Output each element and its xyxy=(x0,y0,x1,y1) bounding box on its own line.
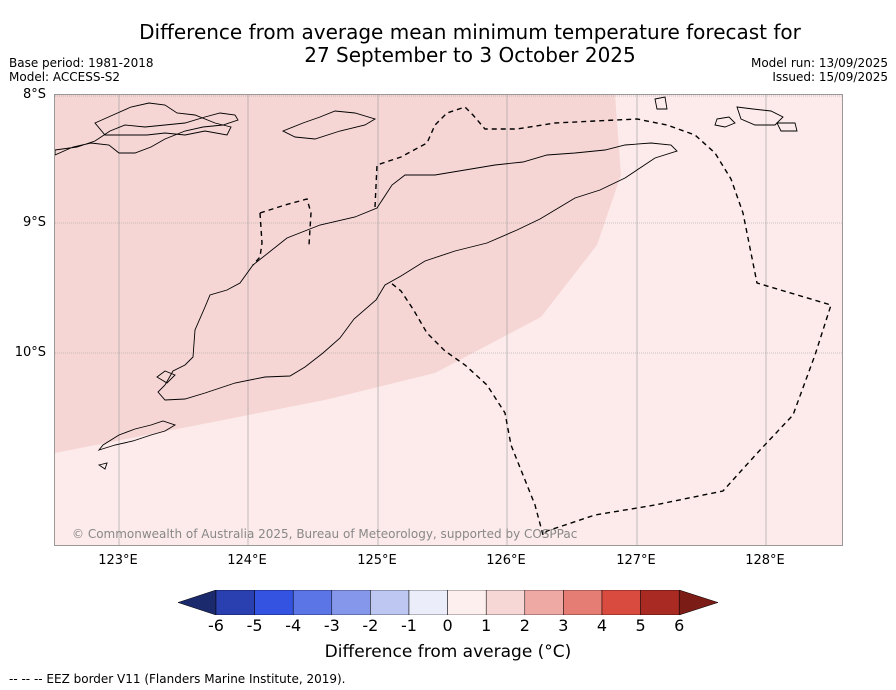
small-island-1 xyxy=(714,116,736,128)
colorbar-cell xyxy=(601,590,641,615)
colorbar-tick-label: 1 xyxy=(481,616,492,635)
coastlines xyxy=(55,96,798,470)
lat-label-10s: 10°S xyxy=(14,345,46,360)
colorbar-cell xyxy=(370,590,410,615)
colorbar-tick-label: -6 xyxy=(208,616,224,635)
lon-label-123e: 123°E xyxy=(98,553,138,568)
colorbar-cell xyxy=(640,590,680,615)
map-title-line2: 27 September to 3 October 2025 xyxy=(304,43,636,67)
colorbar-tick-label: -4 xyxy=(285,616,302,635)
eez-oecusse-2 xyxy=(259,198,312,246)
colorbar-cell xyxy=(215,590,255,615)
colorbar-cell xyxy=(331,590,371,615)
rote-island xyxy=(97,420,177,451)
eez-legend-footer: -- -- -- EEZ border V11 (Flanders Marine… xyxy=(9,672,346,686)
base-period: Base period: 1981-2018 xyxy=(9,56,154,70)
flores-coastline xyxy=(55,112,239,156)
eez-borders xyxy=(252,106,832,536)
small-island-3 xyxy=(654,96,668,110)
map-svg xyxy=(55,95,842,545)
colorbar-cell xyxy=(563,590,603,615)
lon-label-127e: 127°E xyxy=(616,553,656,568)
lon-label-124e: 124°E xyxy=(227,553,267,568)
model-info-right: Model run: 13/09/2025 Issued: 15/09/2025 xyxy=(751,56,888,84)
colorbar-tick-label: -5 xyxy=(246,616,263,635)
colorbar-cell xyxy=(292,590,333,615)
lon-label-126e: 126°E xyxy=(486,553,526,568)
copyright-notice: © Commonwealth of Australia 2025, Bureau… xyxy=(72,527,578,541)
alor-island xyxy=(281,110,377,140)
eez-oecusse-1 xyxy=(252,212,263,266)
model-name: Model: ACCESS-S2 xyxy=(9,70,121,84)
colorbar-tick-label: 0 xyxy=(442,616,453,635)
colorbar-cell xyxy=(254,590,294,615)
colorbar-tick-label: 4 xyxy=(596,616,608,635)
semau-island xyxy=(156,370,176,384)
colorbar-tick-label: 5 xyxy=(635,616,646,635)
colorbar-arrow-low xyxy=(178,590,217,615)
issued-date: Issued: 15/09/2025 xyxy=(772,70,888,84)
colorbar xyxy=(178,590,718,615)
model-run: Model run: 13/09/2025 xyxy=(750,56,888,70)
map-area[interactable] xyxy=(54,94,843,546)
colorbar-tick-label: 6 xyxy=(674,616,685,635)
colorbar-arrow-high xyxy=(678,590,718,615)
colorbar-tick-label: 3 xyxy=(558,616,569,635)
timor-leste-eez xyxy=(374,106,832,536)
colorbar-tick-label: -1 xyxy=(401,616,417,635)
colorbar-label: Difference from average (°C) xyxy=(324,642,572,662)
colorbar-cell xyxy=(447,590,487,615)
model-info-left: Base period: 1981-2018 Model: ACCESS-S2 xyxy=(9,56,154,84)
eez-west-boundary xyxy=(390,282,544,536)
graticule xyxy=(55,95,842,545)
colorbar-cell xyxy=(524,590,564,615)
timor-island-outline xyxy=(157,142,678,401)
colorbar-cell xyxy=(408,590,448,615)
lon-label-125e: 125°E xyxy=(357,553,397,568)
colorbar-tick-label: 2 xyxy=(519,616,530,635)
colorbar-tick-label: -2 xyxy=(362,616,379,635)
lat-label-9s: 9°S xyxy=(22,215,46,230)
map-title-line1: Difference from average mean minimum tem… xyxy=(139,20,801,44)
small-island-2 xyxy=(776,122,798,132)
colorbar-cell xyxy=(485,590,526,615)
lon-label-128e: 128°E xyxy=(745,553,785,568)
colorbar-tick-label: -3 xyxy=(323,616,340,635)
ndao-island xyxy=(97,462,108,470)
lat-label-8s: 8°S xyxy=(22,87,46,102)
wetar-east-island xyxy=(736,106,784,126)
warmer-anomaly-zone xyxy=(55,95,621,453)
lomblen-island xyxy=(94,102,232,136)
